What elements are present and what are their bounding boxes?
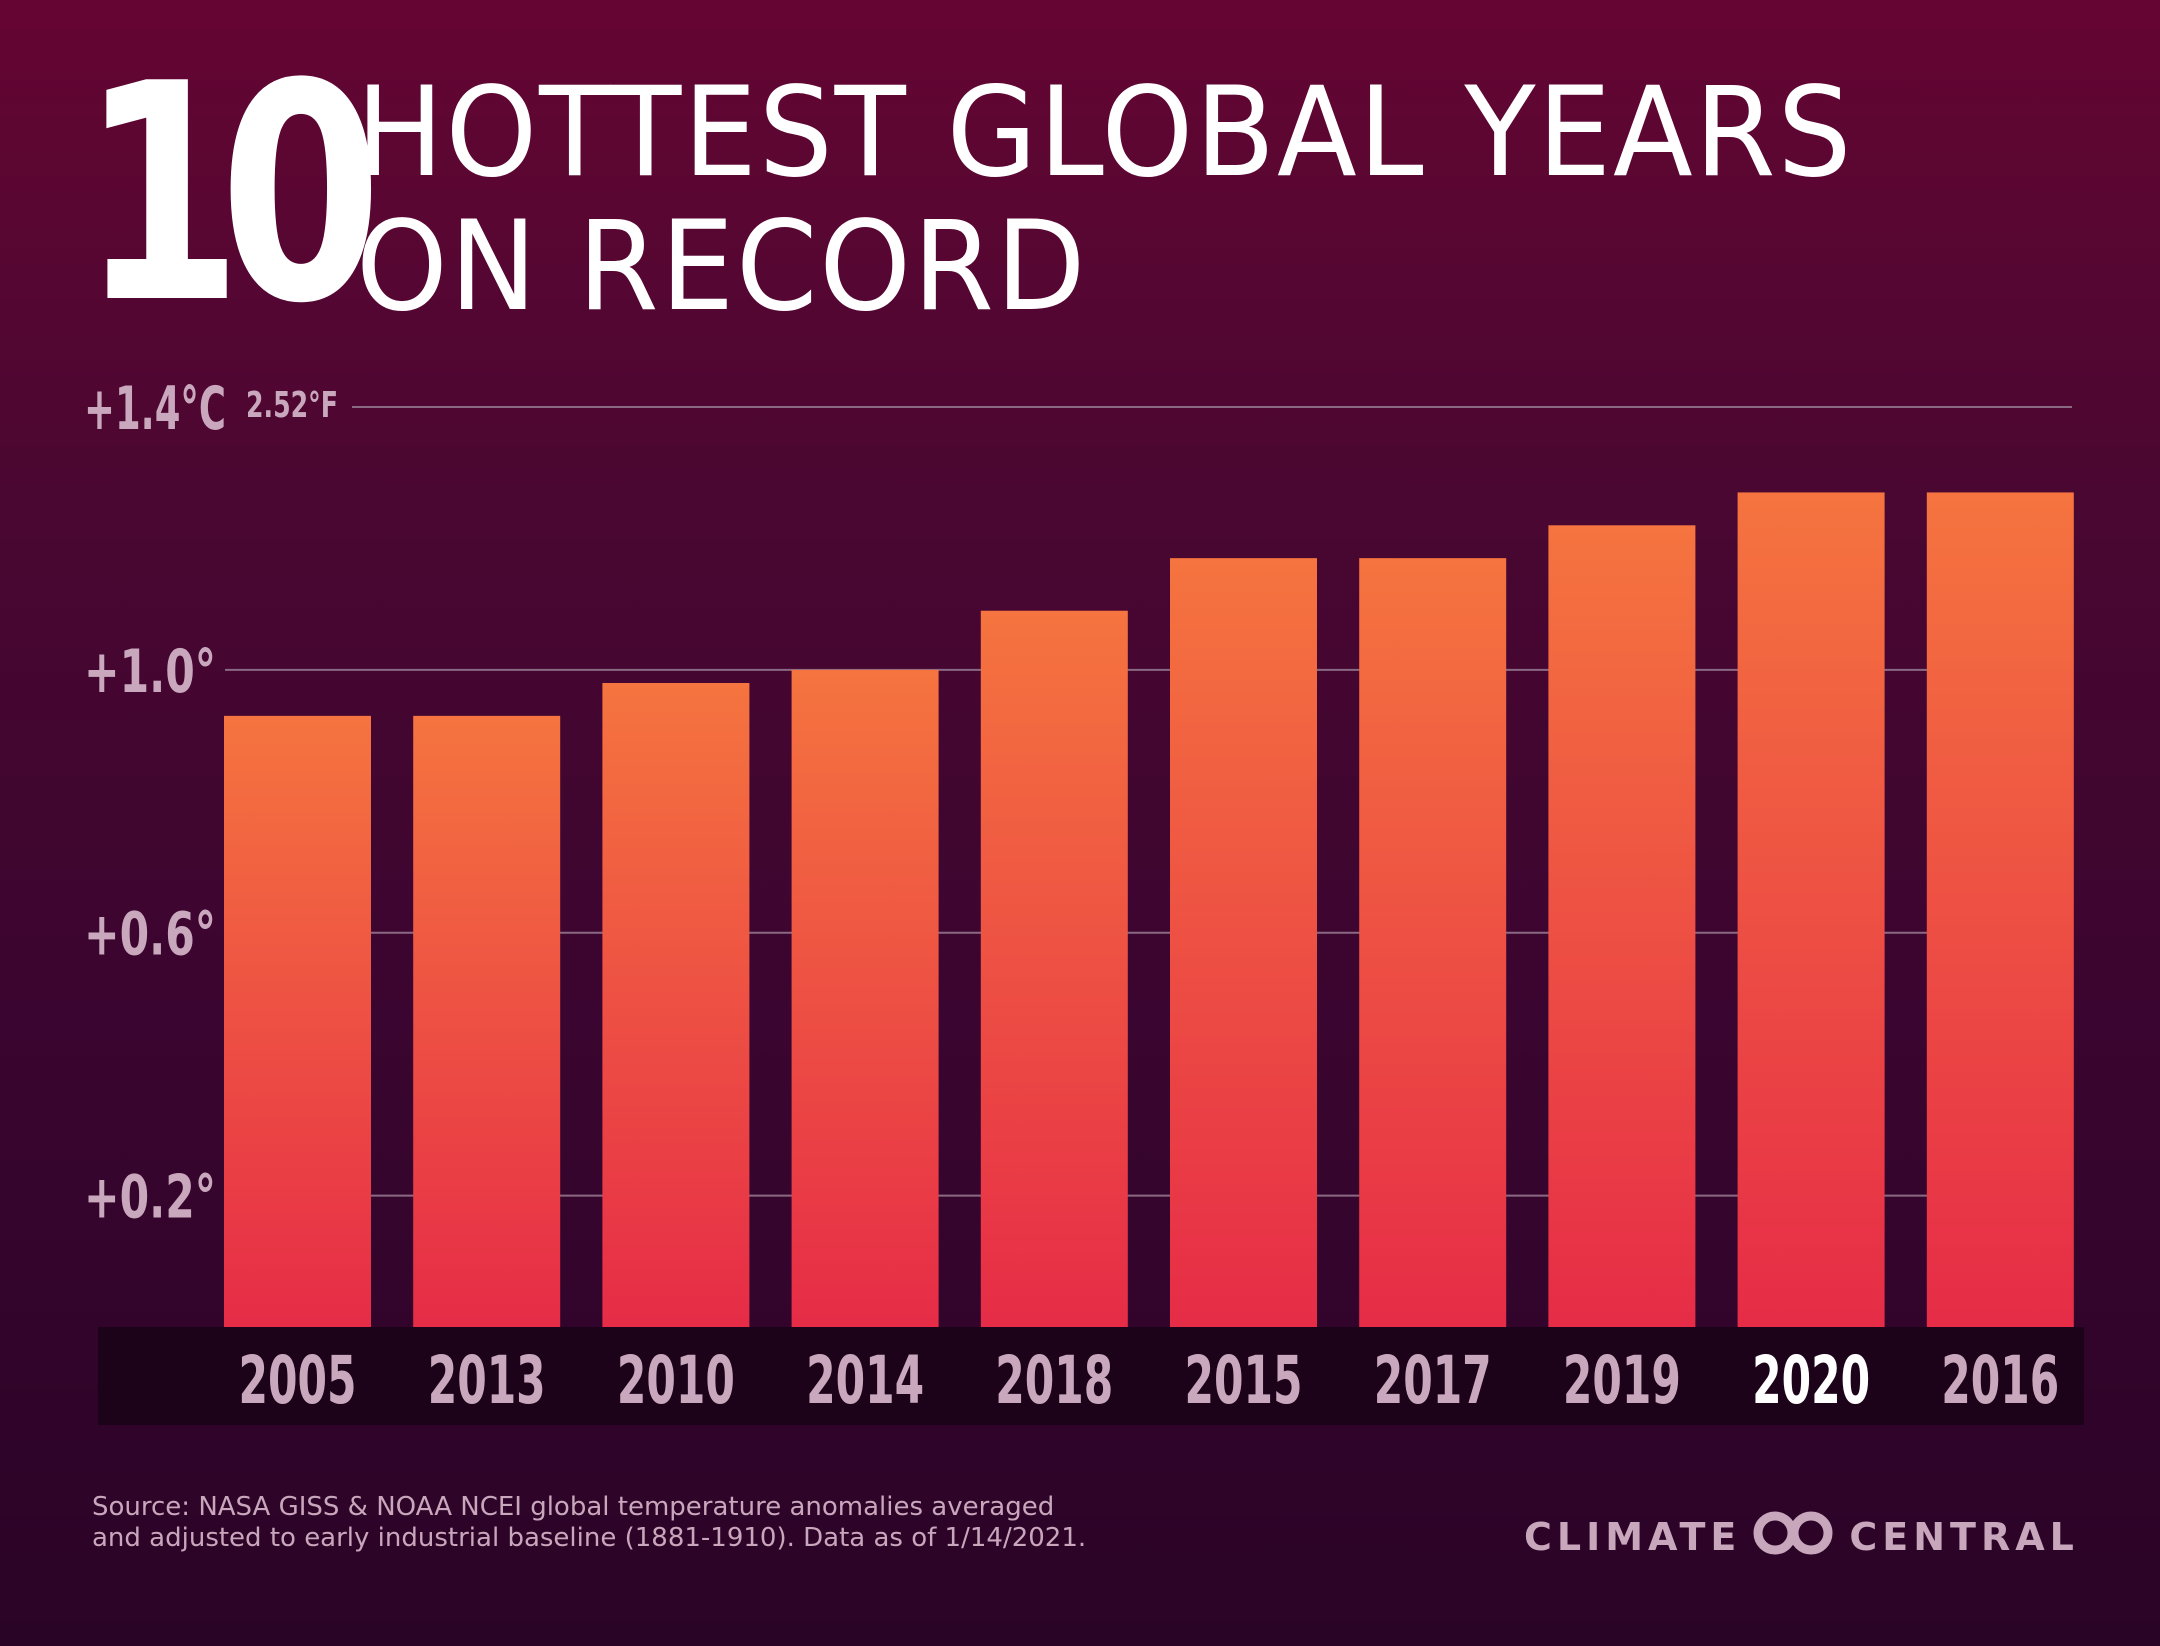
- y-tick-secondary-label: 2.52°F: [246, 385, 338, 426]
- y-axis-tick-labels: +0.2° +0.6° +1.0° +1.4°C 2.52°F: [84, 374, 338, 1233]
- title-line-2: ON RECORD: [356, 195, 1088, 339]
- bar-2005: [224, 715, 371, 1327]
- category-label-2015: 2015: [1185, 1342, 1303, 1419]
- category-label-2020: 2020: [1752, 1342, 1870, 1419]
- bar-2016: [1926, 492, 2074, 1327]
- bar-2013: [413, 715, 561, 1327]
- category-label-2010: 2010: [617, 1342, 735, 1419]
- bars: [224, 492, 2074, 1327]
- double-ring-logo-icon: [1751, 1510, 1835, 1565]
- bar-2020: [1737, 492, 1885, 1327]
- bar-2017: [1359, 558, 1507, 1327]
- category-label-2016: 2016: [1941, 1342, 2059, 1419]
- title-number: 10: [80, 20, 382, 369]
- page-title: HOTTEST GLOBAL YEARS ON RECORD: [356, 66, 1853, 334]
- brand-name-right: CENTRAL: [1849, 1515, 2079, 1559]
- category-label-2005: 2005: [239, 1342, 357, 1419]
- y-tick-label-1: +0.6°: [84, 900, 216, 970]
- category-labels: 2005 2013 2010 2014 2018 2015 2017 2019 2020 2016: [239, 1342, 2060, 1419]
- y-tick-label-0: +0.2°: [84, 1163, 216, 1233]
- source-note: Source: NASA GISS & NOAA NCEI global tem…: [92, 1492, 1087, 1553]
- brand-name-left: CLIMATE: [1524, 1515, 1742, 1559]
- category-label-2013: 2013: [428, 1342, 546, 1419]
- bar-2014: [791, 669, 939, 1327]
- y-tick-label-2: +1.0°: [84, 637, 216, 707]
- bar-2010: [602, 683, 750, 1327]
- category-label-2019: 2019: [1563, 1342, 1681, 1419]
- brand-logo: CLIMATE CENTRAL: [1524, 1510, 2079, 1565]
- y-tick-label-3: +1.4°C: [84, 374, 226, 444]
- title-line-1: HOTTEST GLOBAL YEARS: [356, 61, 1854, 205]
- category-label-2017: 2017: [1374, 1342, 1492, 1419]
- category-label-2014: 2014: [806, 1342, 924, 1419]
- category-label-2018: 2018: [995, 1342, 1113, 1419]
- bar-2018: [980, 610, 1128, 1327]
- category-band: [98, 1327, 2084, 1425]
- bar-2019: [1548, 525, 1696, 1327]
- bar-2015: [1170, 558, 1317, 1327]
